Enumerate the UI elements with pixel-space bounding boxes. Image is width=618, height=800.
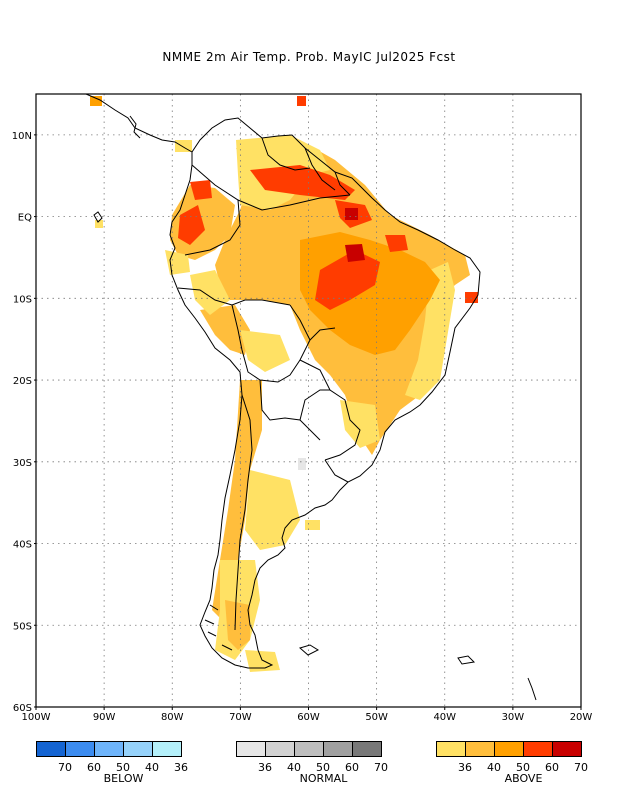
legend-swatch [552,741,582,757]
legend-tick-label: 70 [374,761,388,774]
legend-tick-label: 40 [487,761,501,774]
coastlines [85,94,537,701]
legend-swatch [123,741,153,757]
legend-swatch [436,741,466,757]
above-60-north [250,165,355,200]
legend-tick-label: 36 [458,761,472,774]
above-60-caribbean [297,96,306,106]
above-36-uruguay [340,400,380,448]
lat-label: 60S [13,703,32,714]
lon-label: 100W [22,712,51,723]
above-40-centralam [90,96,102,106]
legend-swatch [152,741,182,757]
legend-tick-label: 60 [345,761,359,774]
above-60-colombia2 [190,180,212,200]
normal-36-spot [298,458,306,470]
legend-caption: BELOW [103,772,144,785]
lat-label: 10N [12,131,32,142]
legend-swatch [323,741,353,757]
legend-swatch [352,741,382,757]
legend-tick-label: 40 [145,761,159,774]
lat-label: 40S [13,540,32,551]
above-36-gal [95,220,103,228]
lon-label: 20W [570,712,593,723]
lon-label: 40W [433,712,456,723]
legend-tick-label: 50 [316,761,330,774]
above-36-peru [190,270,230,315]
above-36-argentina2 [305,520,320,530]
legend-tick-label: 70 [58,761,72,774]
south-america-coast [169,117,481,669]
above-40-peru [200,305,250,355]
legend-caption: NORMAL [299,772,348,785]
legend-tick-label: 70 [574,761,588,774]
above-60-hotspot [315,250,380,310]
longitude-labels: 100W 90W 80W 70W 60W 50W 40W 30W 20W [22,707,593,723]
above-60-colombia [178,205,205,245]
lon-label: 80W [161,712,184,723]
legend-tick-label: 60 [87,761,101,774]
legend-tick-label: 36 [174,761,188,774]
legend-swatch [294,741,324,757]
lat-label: 20S [13,376,32,387]
legend-tick-label: 40 [287,761,301,774]
legend-below: 70 60 50 40 36 BELOW [36,741,188,791]
lon-label: 90W [93,712,116,723]
legend-caption: ABOVE [504,772,543,785]
above-36-argentina [245,470,300,550]
legend-swatch [523,741,553,757]
above-36-east [405,262,455,400]
legend-tick-label: 36 [258,761,272,774]
above-70-spot [345,244,365,262]
legend-tick-label: 60 [545,761,559,774]
above-60-east [385,235,408,252]
legend-swatch [94,741,124,757]
above-40-patagonia [225,600,250,650]
latitude-labels: 10N EQ 10S 20S 30S 40S 50S 60S [12,131,36,714]
above-36-bolivia [240,330,290,372]
lon-label: 50W [365,712,388,723]
legend-tick-label: 50 [116,761,130,774]
legend-swatch [65,741,95,757]
lon-label: 30W [502,712,525,723]
legend-swatch [236,741,266,757]
legend-swatch [494,741,524,757]
lon-label: 60W [297,712,320,723]
lat-label: 10S [13,294,32,305]
lat-label: 30S [13,458,32,469]
above-70-spot [345,208,358,220]
legend-swatch [36,741,66,757]
lon-label: 70W [229,712,252,723]
above-36-south [245,650,280,672]
probability-shading [90,96,478,672]
lat-label: 50S [13,621,32,632]
lat-label: EQ [18,213,32,224]
legend-swatch [465,741,495,757]
legend-swatch [265,741,295,757]
legend-above: 36 40 50 60 70 ABOVE [436,741,588,791]
legend-tick-label: 50 [516,761,530,774]
map-title: NMME 2m Air Temp. Prob. MayIC Jul2025 Fc… [162,50,456,64]
legend-normal: 36 40 50 60 70 NORMAL [236,741,388,791]
